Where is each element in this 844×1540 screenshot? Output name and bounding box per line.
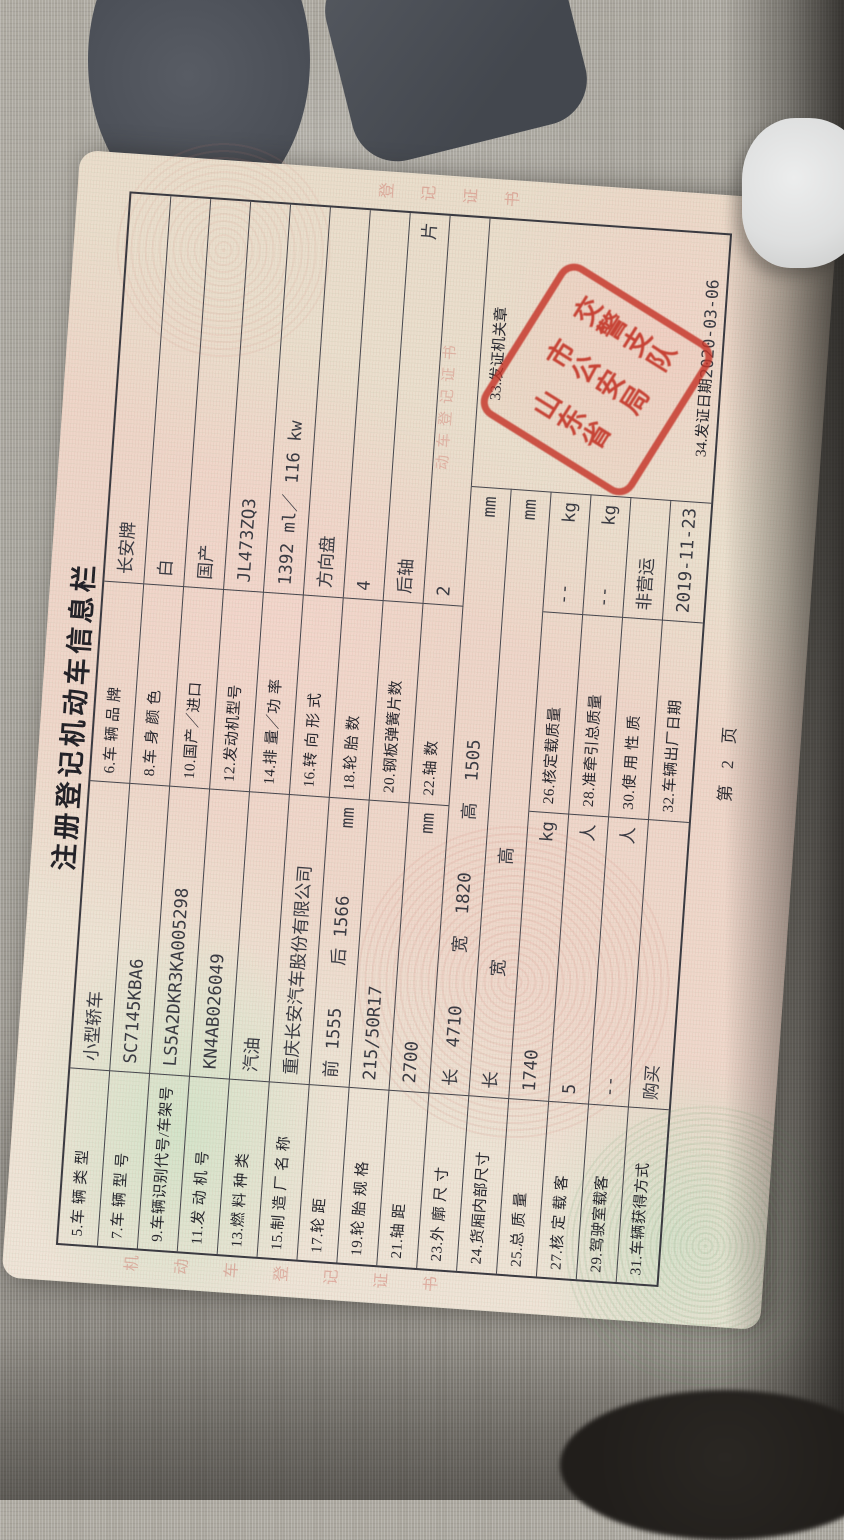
dark-bottom-object — [560, 1390, 844, 1540]
field-value: -- — [599, 1075, 621, 1098]
field-unit: kg — [559, 501, 581, 524]
white-tissue-object — [742, 118, 844, 268]
registration-document: 注册登记机动车信息栏 5.车 辆 类 型小型轿车 6.车 辆 品 牌长安牌 7.车 … — [1, 132, 844, 1396]
field-value: 2700 — [399, 1040, 423, 1084]
field-value: -- — [593, 585, 615, 609]
field-value: -- — [553, 582, 575, 606]
field-unit: mm — [416, 812, 439, 835]
field-value: 非营运 — [634, 557, 659, 612]
field-unit: kg — [536, 820, 559, 843]
field-unit: 片 — [419, 221, 442, 241]
field-unit: 人 — [618, 826, 640, 845]
field-unit: mm — [337, 806, 359, 829]
field-unit: 人 — [578, 823, 600, 843]
field-value-cell: 2019-11-23 — [662, 499, 712, 623]
photo-canvas: { "document": { "title": "注册登记机动车信息栏", "… — [0, 0, 844, 1500]
field-value: 2019-11-23 — [673, 507, 701, 614]
field-value: 1740 — [519, 1048, 543, 1093]
field-unit: mm — [479, 495, 501, 519]
field-unit: mm — [519, 498, 541, 521]
field-value: 5 — [559, 1083, 580, 1095]
dark-case-object — [315, 0, 597, 172]
field-unit: kg — [598, 504, 621, 527]
